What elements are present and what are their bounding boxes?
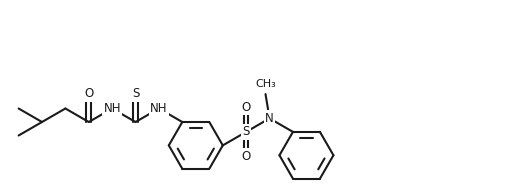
Text: O: O xyxy=(241,101,251,114)
Text: CH₃: CH₃ xyxy=(255,79,276,89)
Text: NH: NH xyxy=(150,102,168,115)
Text: N: N xyxy=(265,112,274,125)
Text: O: O xyxy=(241,150,251,163)
Text: S: S xyxy=(132,87,139,100)
Text: O: O xyxy=(84,87,93,100)
Text: NH: NH xyxy=(103,102,121,115)
Text: S: S xyxy=(242,125,250,138)
